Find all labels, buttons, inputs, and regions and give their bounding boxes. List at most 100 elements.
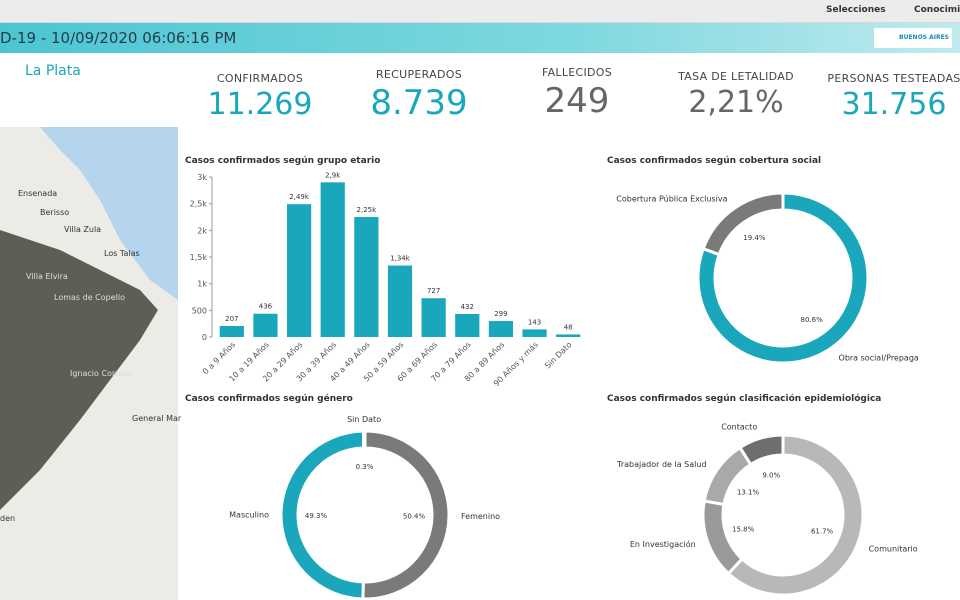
bar (354, 217, 379, 337)
logo: BUENOS AIRES (874, 28, 952, 48)
data-label: 2,25k (357, 206, 378, 214)
map-land (0, 127, 178, 600)
slice-label: Femenino (461, 512, 500, 521)
donut-slice (361, 429, 451, 600)
map-label: Berisso (40, 208, 69, 217)
slice-label: Cobertura Pública Exclusiva (616, 194, 727, 203)
x-tick-label: 10 a 19 Años (227, 340, 270, 383)
data-label: 80.6% (800, 316, 823, 324)
map-label: Villa Zula (64, 225, 101, 234)
x-tick-label: 90 Años y más (492, 340, 540, 388)
donut-slice (361, 429, 367, 450)
bar (387, 265, 413, 337)
bar (219, 325, 244, 337)
map-water (40, 127, 178, 300)
data-label: 299 (494, 310, 507, 318)
bar (522, 329, 547, 337)
data-label: 207 (225, 315, 238, 323)
data-label: 49.3% (305, 512, 328, 520)
y-tick-label: 1,5k (190, 253, 208, 262)
bar (455, 313, 480, 337)
bar (320, 182, 345, 337)
data-label: 13.1% (737, 489, 760, 497)
data-label: 143 (528, 318, 541, 326)
slice-label: Sin Dato (347, 415, 381, 424)
data-label: 2,49k (289, 193, 310, 201)
kpi-label: FALLECIDOS (541, 66, 613, 79)
data-label: 0.3% (356, 463, 374, 471)
x-tick-label: 60 a 69 Años (396, 340, 439, 383)
donut-slice (696, 191, 870, 365)
kpi-label: TASA DE LETALIDAD (678, 70, 794, 83)
x-tick-label: 50 a 59 Años (362, 340, 405, 383)
x-tick-label: 70 a 79 Años (429, 340, 472, 383)
y-tick-label: 500 (192, 306, 207, 315)
knowledge-button[interactable]: Conocimiento (914, 5, 960, 15)
data-label: 48 (564, 323, 573, 331)
data-label: 9.0% (762, 472, 780, 480)
slice-label: Contacto (721, 423, 757, 432)
kpi-label: CONFIRMADOS (216, 72, 304, 85)
data-label: 2,9k (325, 171, 341, 179)
map-label: den (0, 514, 15, 523)
kpi: RECUPERADOS 8.739 (344, 68, 494, 123)
slice-label: En Investigación (630, 539, 696, 549)
map-label: Lomas de Copello (54, 293, 125, 302)
data-label: 15.8% (732, 525, 755, 533)
x-tick-label: Sin Dato (543, 340, 573, 370)
kpi-value: 11.269 (207, 87, 313, 122)
toolbar: Selecciones Conocimiento (0, 0, 960, 23)
y-tick-label: 3k (197, 173, 207, 182)
kpi: CONFIRMADOS 11.269 (185, 72, 335, 122)
kpi-value: 2,21% (688, 85, 784, 120)
location: La Plata (25, 63, 81, 79)
map-label: Los Talas (104, 249, 140, 258)
kpi: PERSONAS TESTEADAS 31.756 (819, 72, 960, 122)
kpi-value: 8.739 (370, 83, 468, 123)
kpi: TASA DE LETALIDAD 2,21% (661, 70, 811, 120)
data-label: 19.4% (743, 234, 766, 242)
kpi-label: PERSONAS TESTEADAS (827, 72, 960, 85)
bar (488, 321, 514, 337)
chart-title: Casos confirmados según género (185, 393, 353, 404)
data-label: 436 (259, 303, 273, 311)
donut-slice (702, 445, 753, 507)
kpi-value: 249 (544, 81, 610, 121)
map-label: General Mar (132, 414, 182, 423)
bar (253, 313, 278, 337)
donut-slice (279, 429, 366, 600)
slice-label: Masculino (229, 511, 269, 520)
map-label: Ensenada (18, 189, 57, 198)
map-label: Ignacio Correas (70, 369, 132, 378)
data-label: 61.7% (811, 527, 834, 535)
map-region (0, 230, 158, 510)
slice-label: Comunitario (869, 545, 918, 554)
selections-button[interactable]: Selecciones (826, 5, 886, 15)
chart-title: Casos confirmados según clasificación ep… (607, 393, 881, 404)
x-tick-label: 0 a 9 Años (201, 340, 237, 376)
slice-label: Obra social/Prepaga (839, 354, 919, 363)
data-label: 50.4% (403, 513, 426, 521)
x-tick-label: 20 a 29 Años (261, 340, 304, 383)
x-tick-label: 80 a 89 Años (463, 340, 506, 383)
data-label: 432 (461, 303, 474, 311)
donut-slice (701, 499, 745, 576)
slice-label: Trabajador de la Salud (616, 460, 706, 469)
data-label: 727 (427, 287, 440, 295)
map-label: Villa Elvira (26, 272, 68, 281)
y-tick-label: 2,5k (190, 200, 208, 209)
y-tick-label: 1k (197, 280, 207, 289)
kpi: FALLECIDOS 249 (502, 66, 652, 121)
x-tick-label: 30 a 39 Años (295, 340, 338, 383)
y-tick-label: 2k (197, 226, 207, 235)
chart-title: Casos confirmados según cobertura social (607, 156, 821, 166)
map: Ensenada Berisso Villa Zula Los Talas Vi… (0, 127, 182, 600)
bar (556, 334, 581, 337)
kpi-value: 31.756 (841, 87, 947, 122)
donut-slice (726, 433, 865, 597)
x-tick-label: 40 a 49 Años (328, 340, 371, 383)
header-title: D-19 - 10/09/2020 06:06:16 PM (0, 29, 237, 47)
bar (421, 298, 446, 337)
donut-slice (701, 191, 785, 257)
